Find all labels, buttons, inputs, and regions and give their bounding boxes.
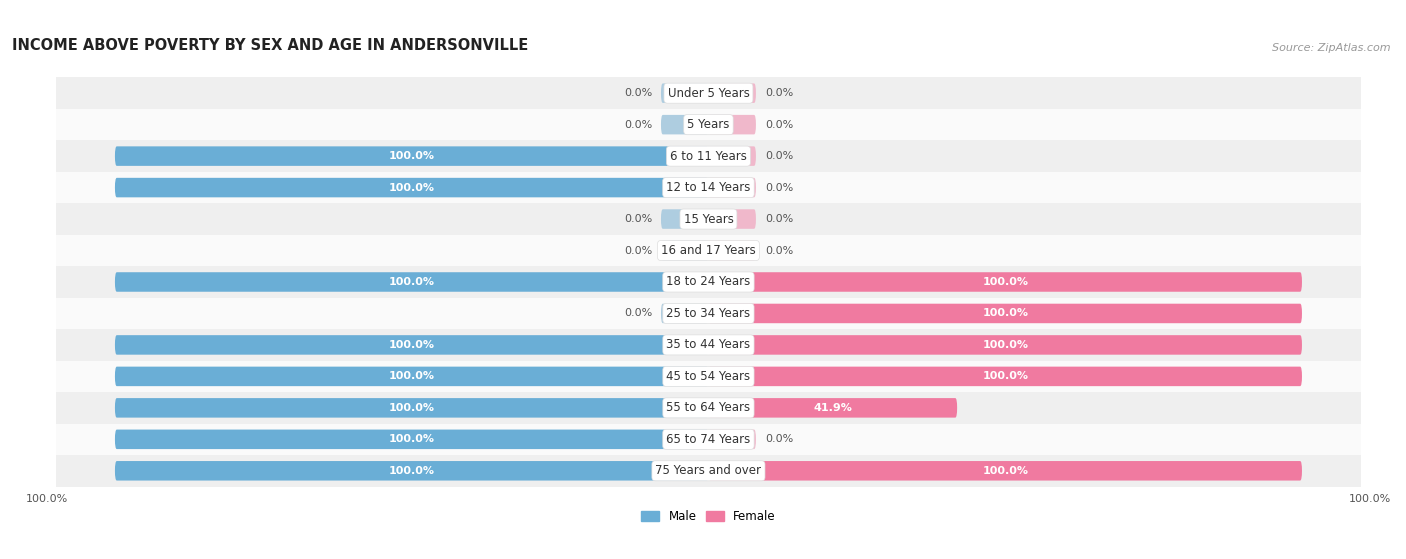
Text: 0.0%: 0.0% [624, 88, 652, 98]
Text: 41.9%: 41.9% [813, 403, 852, 413]
Bar [56, 235, 1361, 266]
FancyBboxPatch shape [709, 83, 756, 103]
Text: Under 5 Years: Under 5 Years [668, 87, 749, 100]
Text: 100.0%: 100.0% [983, 340, 1028, 350]
Text: 100.0%: 100.0% [388, 277, 434, 287]
Text: Source: ZipAtlas.com: Source: ZipAtlas.com [1272, 42, 1391, 53]
FancyBboxPatch shape [661, 209, 709, 229]
FancyBboxPatch shape [115, 398, 709, 418]
Bar [56, 266, 1361, 298]
Text: 75 Years and over: 75 Years and over [655, 465, 762, 477]
Text: 100.0%: 100.0% [1348, 494, 1391, 504]
FancyBboxPatch shape [115, 335, 709, 354]
Text: 0.0%: 0.0% [624, 245, 652, 255]
FancyBboxPatch shape [115, 146, 709, 166]
Bar [56, 392, 1361, 424]
Text: INCOME ABOVE POVERTY BY SEX AND AGE IN ANDERSONVILLE: INCOME ABOVE POVERTY BY SEX AND AGE IN A… [13, 37, 529, 53]
Text: 0.0%: 0.0% [765, 214, 793, 224]
FancyBboxPatch shape [115, 178, 709, 197]
FancyBboxPatch shape [709, 272, 1302, 292]
Bar [56, 361, 1361, 392]
Text: 100.0%: 100.0% [388, 403, 434, 413]
Text: 0.0%: 0.0% [765, 434, 793, 444]
Text: 100.0%: 100.0% [388, 434, 434, 444]
FancyBboxPatch shape [661, 115, 709, 134]
Bar [56, 140, 1361, 172]
Text: 0.0%: 0.0% [765, 120, 793, 130]
FancyBboxPatch shape [661, 304, 709, 323]
FancyBboxPatch shape [709, 429, 756, 449]
Text: 100.0%: 100.0% [25, 494, 67, 504]
Text: 100.0%: 100.0% [388, 466, 434, 476]
FancyBboxPatch shape [709, 209, 756, 229]
Text: 0.0%: 0.0% [624, 214, 652, 224]
FancyBboxPatch shape [115, 461, 709, 481]
Text: 65 to 74 Years: 65 to 74 Years [666, 433, 751, 446]
Text: 0.0%: 0.0% [624, 120, 652, 130]
Text: 100.0%: 100.0% [983, 371, 1028, 381]
FancyBboxPatch shape [709, 335, 1302, 354]
Bar [56, 78, 1361, 109]
Text: 5 Years: 5 Years [688, 118, 730, 131]
FancyBboxPatch shape [709, 178, 756, 197]
Bar [56, 109, 1361, 140]
Text: 0.0%: 0.0% [765, 151, 793, 161]
Text: 35 to 44 Years: 35 to 44 Years [666, 338, 751, 352]
Text: 0.0%: 0.0% [765, 183, 793, 193]
Text: 0.0%: 0.0% [624, 309, 652, 319]
Text: 12 to 14 Years: 12 to 14 Years [666, 181, 751, 194]
FancyBboxPatch shape [709, 146, 756, 166]
Bar [56, 455, 1361, 486]
Bar [56, 424, 1361, 455]
FancyBboxPatch shape [709, 241, 756, 260]
FancyBboxPatch shape [709, 115, 756, 134]
Text: 100.0%: 100.0% [983, 277, 1028, 287]
Text: 100.0%: 100.0% [388, 151, 434, 161]
Text: 100.0%: 100.0% [388, 371, 434, 381]
Text: 100.0%: 100.0% [388, 340, 434, 350]
FancyBboxPatch shape [661, 241, 709, 260]
FancyBboxPatch shape [661, 83, 709, 103]
FancyBboxPatch shape [709, 398, 957, 418]
Text: 25 to 34 Years: 25 to 34 Years [666, 307, 751, 320]
Bar [56, 172, 1361, 203]
Bar [56, 203, 1361, 235]
FancyBboxPatch shape [115, 272, 709, 292]
FancyBboxPatch shape [709, 461, 1302, 481]
Text: 15 Years: 15 Years [683, 212, 734, 225]
FancyBboxPatch shape [115, 429, 709, 449]
Text: 100.0%: 100.0% [388, 183, 434, 193]
Text: 16 and 17 Years: 16 and 17 Years [661, 244, 756, 257]
Bar [56, 329, 1361, 361]
FancyBboxPatch shape [115, 367, 709, 386]
Text: 100.0%: 100.0% [983, 466, 1028, 476]
FancyBboxPatch shape [709, 367, 1302, 386]
Text: 0.0%: 0.0% [765, 88, 793, 98]
Text: 0.0%: 0.0% [765, 245, 793, 255]
Bar [56, 298, 1361, 329]
FancyBboxPatch shape [709, 304, 1302, 323]
Text: 55 to 64 Years: 55 to 64 Years [666, 401, 751, 414]
Legend: Male, Female: Male, Female [638, 506, 779, 527]
Text: 45 to 54 Years: 45 to 54 Years [666, 370, 751, 383]
Text: 100.0%: 100.0% [983, 309, 1028, 319]
Text: 6 to 11 Years: 6 to 11 Years [671, 150, 747, 163]
Text: 18 to 24 Years: 18 to 24 Years [666, 276, 751, 288]
